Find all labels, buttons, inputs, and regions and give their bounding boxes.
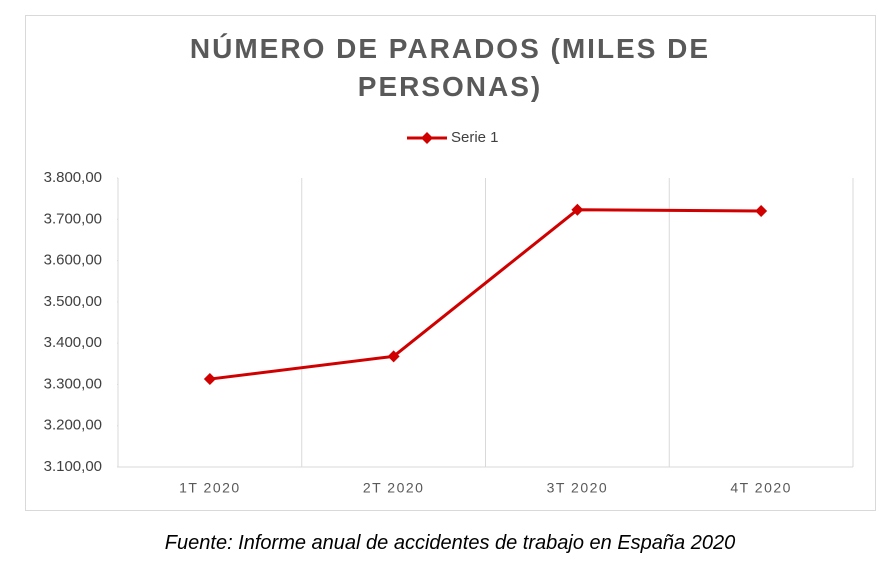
series-line	[209, 208, 762, 381]
legend-marker	[421, 132, 433, 144]
y-tick-label: 3.800,00	[44, 169, 102, 186]
point-marker	[571, 203, 584, 216]
caption: Fuente: Informe anual de accidentes de t…	[164, 532, 736, 554]
y-tick-label: 3.700,00	[44, 210, 102, 227]
y-tick-label: 3.300,00	[44, 375, 102, 392]
chart-frame	[25, 15, 876, 511]
y-tick-label: 3.200,00	[44, 417, 102, 434]
x-tick-label: 3T 2020	[547, 480, 609, 496]
point-marker	[755, 205, 768, 218]
legend-label: Serie 1	[451, 129, 499, 146]
x-tick-label: 2T 2020	[363, 480, 425, 496]
x-tick-label: 4T 2020	[730, 480, 792, 496]
y-tick-label: 3.100,00	[44, 458, 102, 475]
y-tick-label: 3.400,00	[44, 334, 102, 351]
point-marker	[203, 373, 216, 386]
y-tick-label: 3.500,00	[44, 293, 102, 310]
chart-title: NÚMERO DE PARADOS (MILES DE PERSONAS)	[189, 33, 711, 102]
y-tick-label: 3.600,00	[44, 252, 102, 269]
point-marker	[387, 350, 400, 363]
x-tick-label: 1T 2020	[179, 480, 241, 496]
